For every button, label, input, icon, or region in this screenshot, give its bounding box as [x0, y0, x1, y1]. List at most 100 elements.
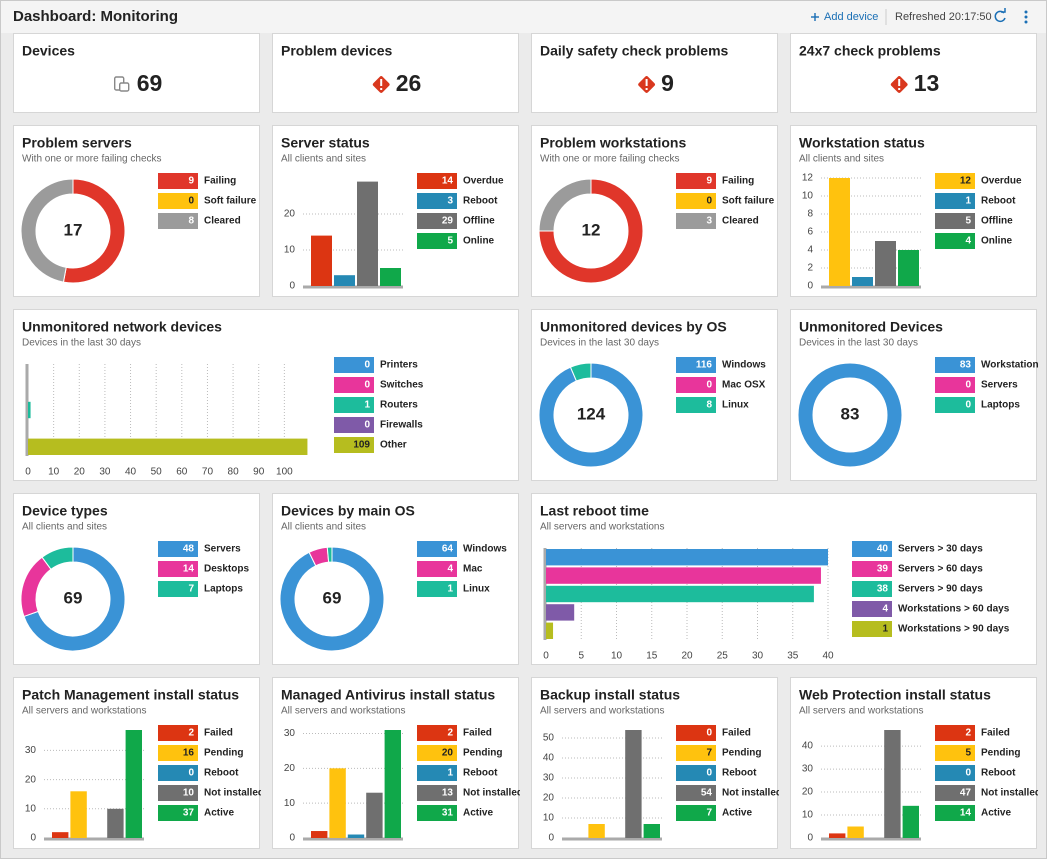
legend-badge [852, 621, 892, 637]
legend-label: Failed [463, 728, 492, 739]
widget-title: Web Protection install status [799, 687, 991, 703]
legend-value: 29 [442, 216, 454, 227]
y-tick-label: 10 [284, 798, 296, 809]
widget-subtitle: With one or more failing checks [22, 154, 162, 165]
widget-title: Problem servers [22, 135, 132, 151]
legend-value: 0 [706, 728, 712, 739]
menu-dot [1024, 10, 1028, 14]
menu-dot [1024, 20, 1028, 24]
legend-badge [852, 541, 892, 557]
legend-label: Failing [722, 176, 754, 187]
legend-label: Offline [463, 216, 495, 227]
legend-badge [676, 377, 716, 393]
card-canvas: Problem servers With one or more failing … [20, 135, 257, 284]
legend-value: 8 [706, 400, 712, 411]
widget-title: Managed Antivirus install status [281, 687, 495, 703]
legend-label: Not installed [463, 788, 520, 799]
legend-value: 64 [442, 544, 454, 555]
y-tick-label: 8 [807, 209, 813, 220]
donut-segment [23, 546, 126, 652]
donut-segment [279, 546, 385, 652]
card-canvas: Patch Management install status All serve… [22, 687, 261, 844]
legend-badge [935, 193, 975, 209]
menu-button[interactable] [1024, 10, 1028, 24]
legend-badge [334, 357, 374, 373]
bar [884, 730, 901, 838]
legend-value: 116 [696, 360, 713, 371]
x-tick-label: 40 [822, 651, 834, 662]
legend-badge [417, 561, 457, 577]
y-tick-label: 30 [284, 728, 296, 739]
legend-label: Reboot [981, 768, 1016, 779]
legend-badge [676, 805, 716, 821]
y-tick-label: 20 [802, 787, 814, 798]
bar [357, 181, 378, 286]
legend-badge [158, 193, 198, 209]
add-device-button[interactable]: Add device [811, 11, 878, 23]
legend-label: Switches [380, 380, 424, 391]
bar [546, 585, 814, 603]
legend-badge [935, 213, 975, 229]
legend-label: Reboot [722, 768, 757, 779]
legend-value: 37 [183, 808, 195, 819]
legend-value: 16 [183, 748, 195, 759]
legend-badge [935, 397, 975, 413]
bar [70, 791, 87, 838]
bar [546, 567, 821, 584]
card-canvas: Unmonitored network devices Devices in th… [22, 319, 424, 478]
card-canvas: Web Protection install status All servers… [799, 687, 1038, 844]
bar [366, 792, 383, 838]
legend-label: Laptops [204, 584, 243, 595]
legend-label: Cleared [204, 216, 241, 227]
legend-badge [417, 765, 457, 781]
legend-badge [334, 397, 374, 413]
alert-icon [645, 88, 648, 90]
header-bg [1, 1, 1046, 33]
widget-subtitle: All servers and workstations [22, 706, 147, 717]
bar [847, 826, 864, 838]
legend-value: 0 [364, 420, 370, 431]
card-canvas: Unmonitored devices by OS Devices in the … [538, 319, 766, 468]
legend-value: 54 [701, 788, 713, 799]
card: Last reboot time All servers and workstat… [531, 493, 1037, 665]
card: Problem devices 26 [272, 33, 519, 113]
alert-icon [380, 88, 383, 90]
legend-badge [417, 173, 457, 189]
legend-value: 8 [188, 216, 194, 227]
y-tick-label: 0 [289, 281, 295, 292]
legend-label: Failed [204, 728, 233, 739]
legend-label: Pending [463, 748, 502, 759]
bar [898, 250, 919, 286]
alert-icon [380, 79, 383, 86]
widget-title: Workstation status [799, 135, 925, 151]
legend-label: Pending [722, 748, 761, 759]
legend-label: Online [463, 236, 495, 247]
card: Backup install status All servers and wor… [531, 677, 779, 849]
y-tick-label: 10 [284, 245, 296, 256]
card: Unmonitored Devices Devices in the last 3… [790, 309, 1038, 481]
legend-value: 47 [960, 788, 972, 799]
x-tick-label: 40 [125, 467, 137, 478]
legend-label: Reboot [463, 768, 498, 779]
card-canvas: Devices 69 [22, 43, 162, 96]
add-device[interactable]: Add device [824, 11, 878, 23]
legend-value: 0 [965, 768, 971, 779]
legend-label: Cleared [722, 216, 759, 227]
legend-label: Failing [204, 176, 236, 187]
legend-value: 1 [965, 196, 971, 207]
refresh-button[interactable] [994, 8, 1006, 23]
legend-label: Active [981, 808, 1011, 819]
legend-value: 9 [188, 176, 194, 187]
legend-badge [417, 233, 457, 249]
legend-value: 5 [447, 236, 453, 247]
legend-label: Servers [981, 380, 1018, 391]
card-canvas: Backup install status All servers and wor… [540, 687, 779, 844]
donut-total: 69 [323, 588, 342, 607]
y-tick-label: 10 [802, 191, 814, 202]
legend-value: 7 [706, 748, 712, 759]
legend-badge [935, 745, 975, 761]
bar [52, 832, 69, 838]
donut-segment [326, 546, 333, 563]
legend-badge [158, 785, 198, 801]
